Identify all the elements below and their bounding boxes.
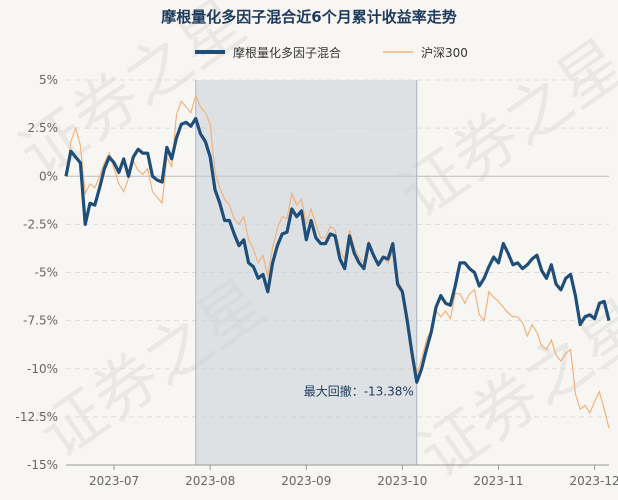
x-tick-label: 2023-09 (281, 474, 331, 488)
y-tick-label: -5% (35, 266, 58, 280)
y-tick-label: 2.5% (28, 121, 59, 135)
x-tick-label: 2023-11 (473, 474, 523, 488)
y-tick-label: 0% (39, 169, 58, 183)
legend-label-fund: 摩根量化多因子混合 (233, 45, 341, 60)
y-axis: 5% 2.5% 0% -2.5% -5% -7.5% -10% -12.5% -15% (16, 73, 58, 472)
x-tick-label: 2023-10 (377, 474, 427, 488)
legend: 摩根量化多因子混合 沪深300 (195, 45, 468, 60)
series-layer (64, 93, 611, 429)
max-drawdown-region (195, 80, 417, 465)
series-line-fund (64, 116, 611, 384)
x-tick-label: 2023-07 (89, 474, 139, 488)
y-tick-label: -12.5% (16, 410, 58, 424)
annotation-layer: 最大回撤：-13.38% (304, 384, 414, 399)
x-tick-label: 2023-12 (570, 474, 618, 488)
legend-label-index: 沪深300 (421, 46, 468, 60)
y-tick-label: -2.5% (23, 217, 58, 231)
chart-title: 摩根量化多因子混合近6个月累计收益率走势 (161, 8, 456, 26)
y-tick-label: -7.5% (23, 314, 58, 328)
y-tick-label: -15% (27, 458, 58, 472)
drawdown-layer (195, 80, 418, 465)
y-tick-label: 5% (39, 73, 58, 87)
y-tick-label: -10% (27, 362, 58, 376)
x-tick-label: 2023-08 (185, 474, 235, 488)
x-axis: 2023-07 2023-08 2023-09 2023-10 2023-11 2023-… (66, 464, 618, 488)
max-drawdown-label: 最大回撤：-13.38% (304, 384, 414, 399)
